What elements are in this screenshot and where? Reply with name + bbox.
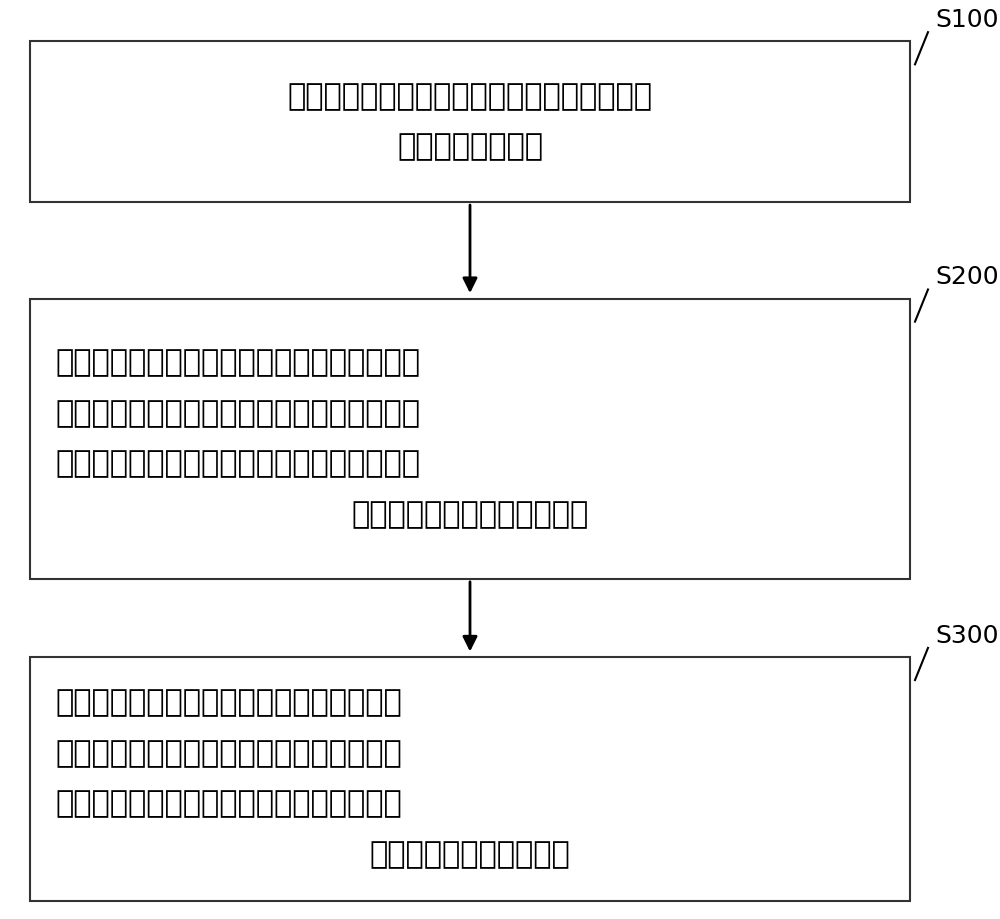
- Text: 驱动信号驱动电动车行使: 驱动信号驱动电动车行使: [370, 840, 570, 869]
- Bar: [30, 41, 910, 202]
- Text: S200: S200: [935, 266, 999, 289]
- Text: 时实时执行检测指令，所述检测指令包括检测: 时实时执行检测指令，所述检测指令包括检测: [55, 399, 420, 428]
- Text: 左调速转把产生的第一调速转把信号和右调速: 左调速转把产生的第一调速转把信号和右调速: [55, 449, 420, 479]
- Text: 转把产生的第二调速转把信号: 转把产生的第二调速转把信号: [351, 500, 589, 529]
- Bar: [30, 299, 910, 579]
- Text: S100: S100: [935, 8, 998, 32]
- Text: 手装配右调速转把: 手装配右调速转把: [397, 132, 543, 162]
- Bar: [30, 657, 910, 901]
- Text: 速转把信号时，对第一调速转把信号和第二: 速转把信号时，对第一调速转把信号和第二: [55, 739, 402, 768]
- Text: S300: S300: [935, 624, 998, 648]
- Text: 实时检测电动车的电源信号，在具有电源信号: 实时检测电动车的电源信号，在具有电源信号: [55, 348, 420, 378]
- Text: 当检测同时具有第一调速转把信号和第二调: 当检测同时具有第一调速转把信号和第二调: [55, 688, 402, 718]
- Text: 在电动车的左侧把手装配左调速转把、右侧把: 在电动车的左侧把手装配左调速转把、右侧把: [288, 82, 652, 111]
- Text: 调速转把信号进行处理得到驱动信号，根据: 调速转把信号进行处理得到驱动信号，根据: [55, 789, 402, 819]
